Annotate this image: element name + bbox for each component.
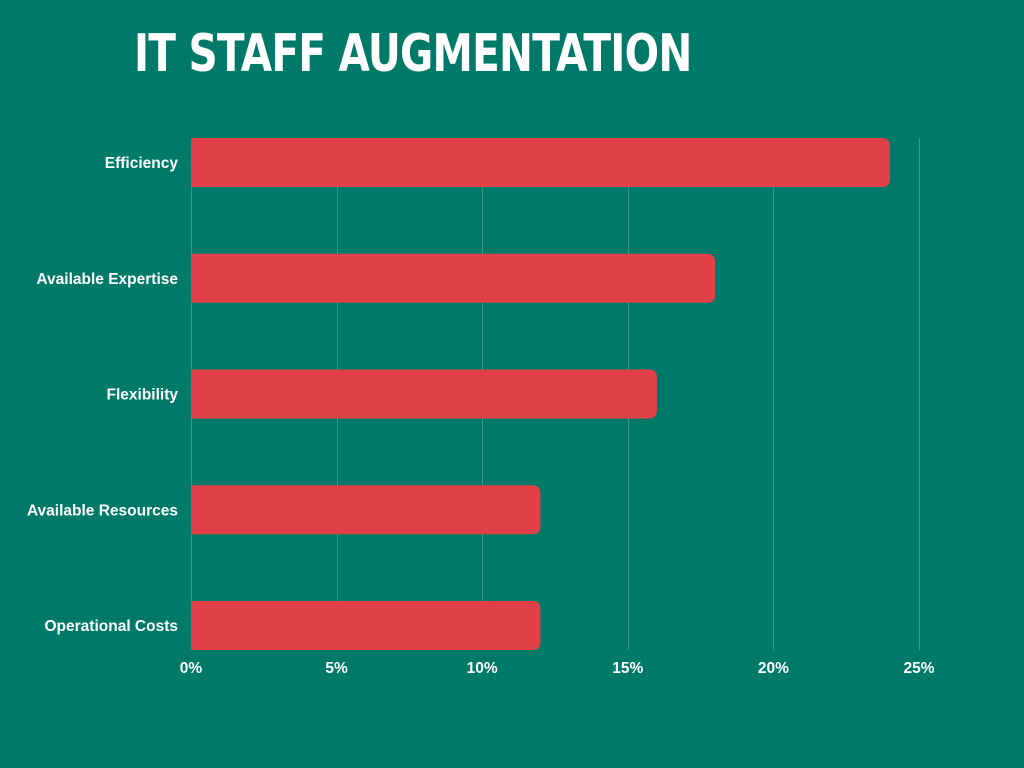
- category-labels: Efficiency Available Expertise Flexibility…: [27, 155, 178, 635]
- category-label: Flexibility: [107, 387, 179, 404]
- category-label: Efficiency: [105, 155, 179, 172]
- x-tick-label: 15%: [612, 660, 643, 677]
- chart-title: IT STAFF AUGMENTATION: [134, 24, 692, 84]
- bar-operational-costs: [191, 601, 541, 650]
- category-label: Available Resources: [27, 502, 178, 519]
- bar-available-expertise: [191, 253, 716, 303]
- x-tick-label: 20%: [758, 660, 789, 677]
- category-label: Available Expertise: [36, 271, 178, 288]
- bar-flexibility: [191, 369, 657, 419]
- x-tick-label: 5%: [325, 660, 348, 677]
- x-tick-label: 0%: [180, 660, 203, 677]
- x-tick-labels: 0% 5% 10% 15% 20% 25%: [180, 660, 935, 677]
- bar-available-resources: [191, 485, 541, 535]
- x-tick-label: 25%: [903, 660, 934, 677]
- x-tick-label: 10%: [467, 660, 498, 677]
- bars: [191, 138, 890, 650]
- bar-efficiency: [191, 138, 890, 187]
- category-label: Operational Costs: [45, 618, 179, 635]
